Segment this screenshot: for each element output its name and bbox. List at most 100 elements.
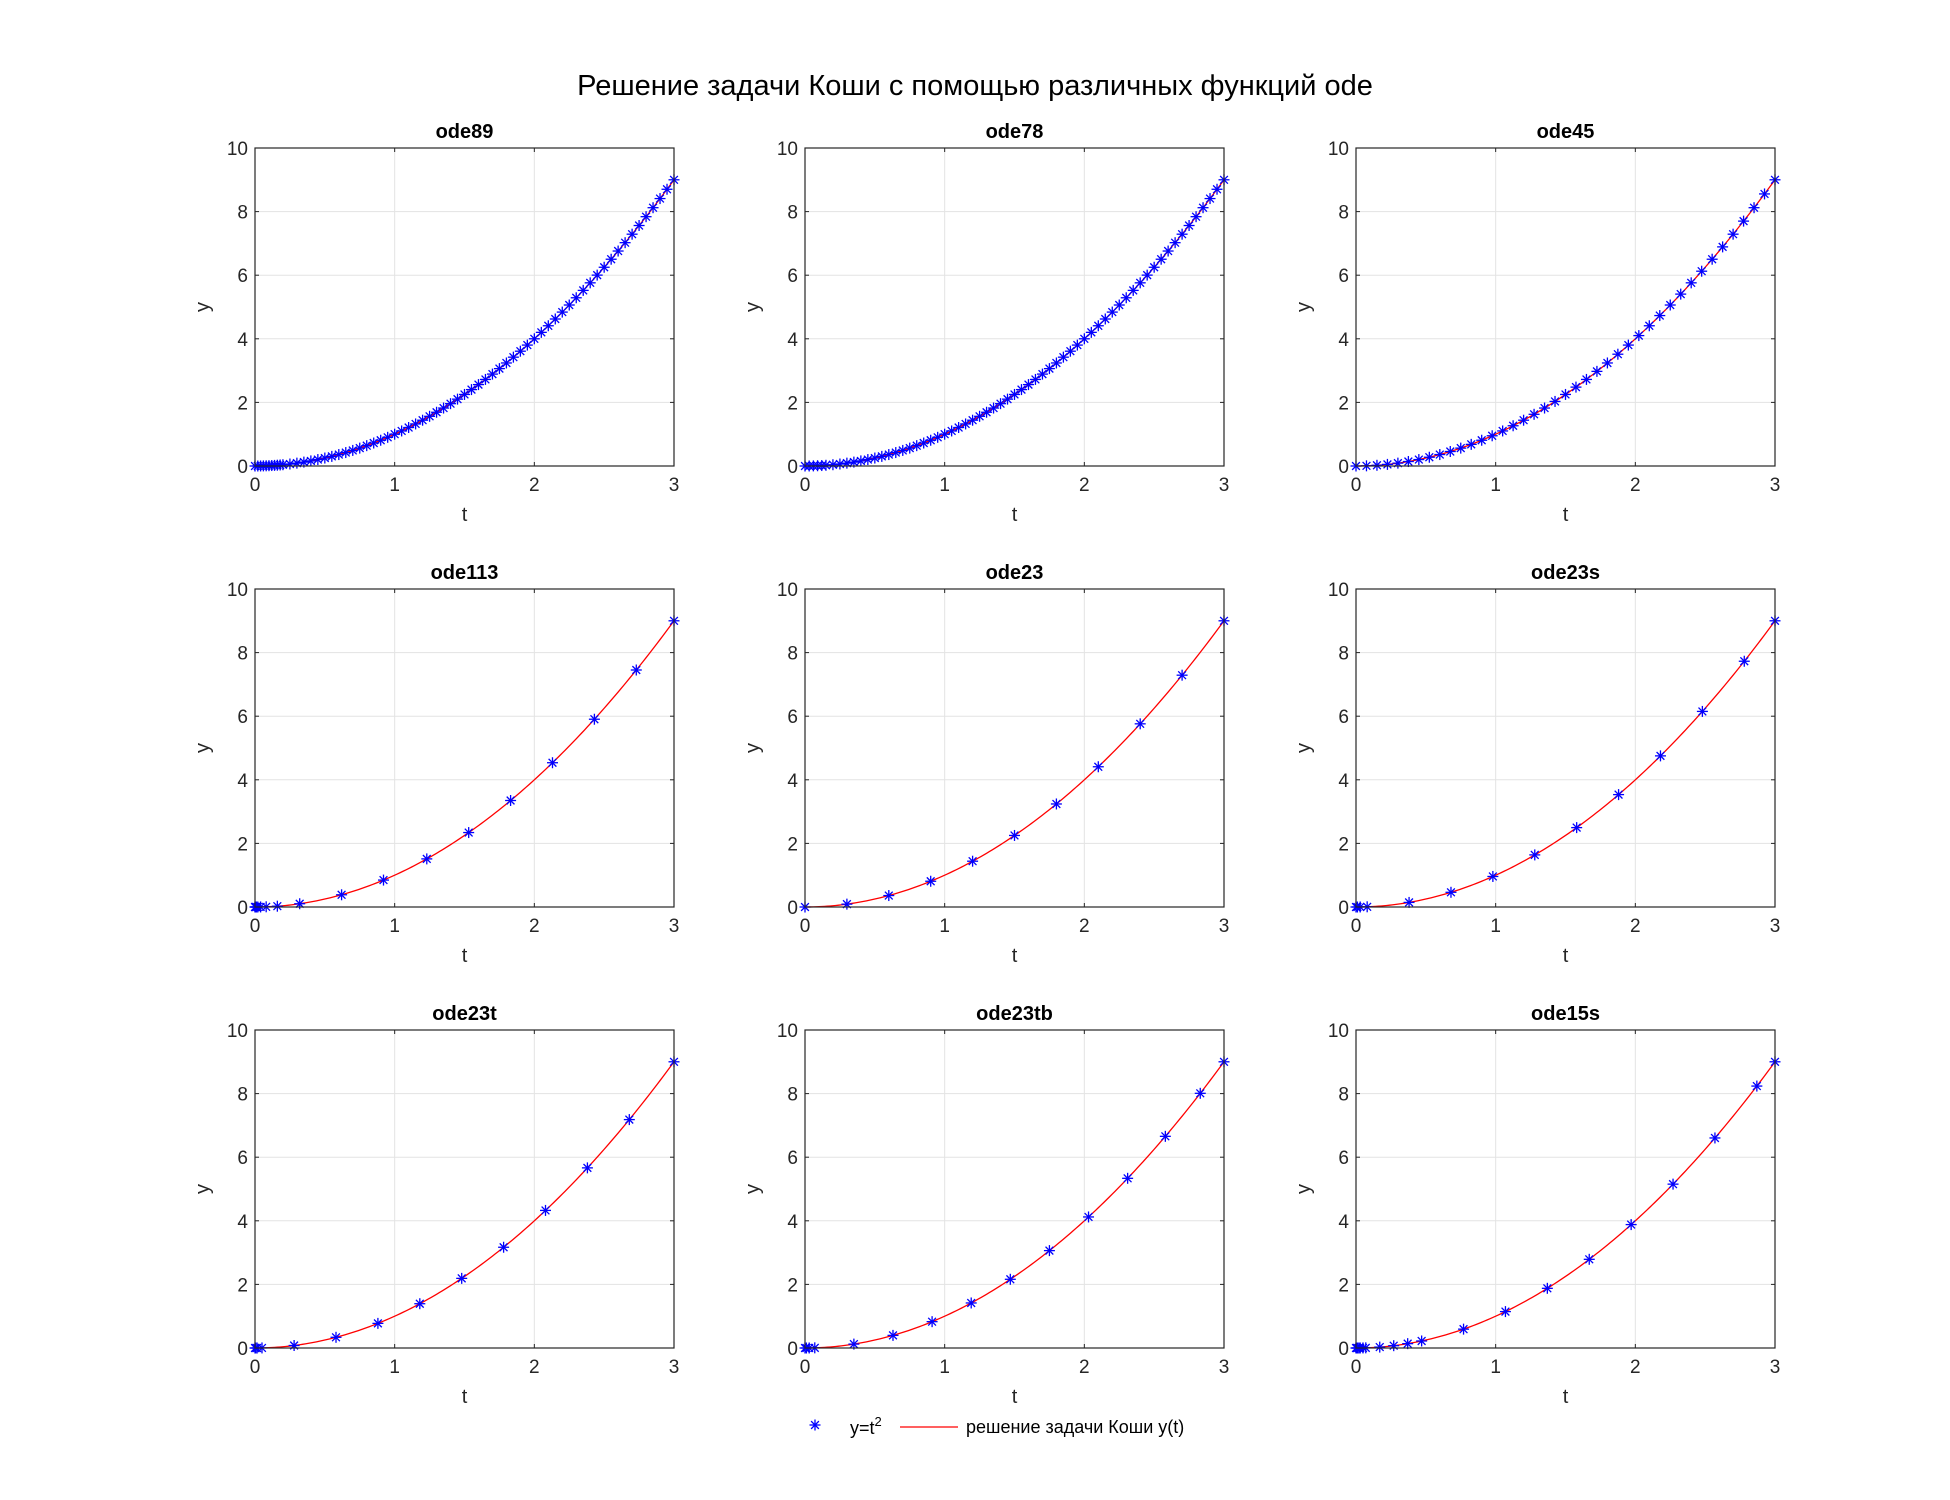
data-point [995,398,1007,410]
data-point [546,757,558,769]
axes-box [804,147,1225,467]
y-axis-label: y [742,743,764,753]
data-point [424,410,436,422]
x-tick-label: 0 [250,475,261,496]
data-point [1374,1341,1386,1353]
series-line-solution [1355,1061,1776,1349]
data-point [988,402,1000,414]
subplot-title: ode23t [432,1003,497,1025]
data-point [1476,434,1488,446]
y-tick-label: 10 [1328,580,1349,601]
subplot-title: ode45 [1537,121,1595,143]
axes-box [1355,588,1776,908]
data-point [1507,420,1519,432]
data-point [1057,351,1069,363]
data-point [640,211,652,223]
y-tick-label: 4 [787,1212,798,1233]
x-axis-label: t [1563,945,1569,967]
subplot-title: ode23tb [976,1003,1053,1025]
x-tick-label: 1 [939,916,950,937]
data-point [459,388,470,400]
y-tick-label: 10 [1328,139,1349,160]
y-tick-label: 2 [787,393,798,414]
data-point [1727,228,1739,240]
data-point [563,299,575,311]
data-point [588,713,600,725]
x-tick-label: 3 [1770,475,1781,496]
data-point [1416,1335,1428,1347]
data-point [479,373,491,385]
data-point [630,664,642,676]
subplot-ode45: 0 1 2 3 0 2 4 6 8 10 t y ode45 [1293,121,1781,526]
x-tick-label: 2 [1630,916,1641,937]
x-axis-label: t [1012,945,1018,967]
data-point [1183,220,1195,232]
plot-area [805,589,1224,907]
data-point [841,898,853,910]
axes-box [804,588,1225,908]
data-point [1155,253,1167,265]
data-point [556,306,568,318]
data-point [498,1241,510,1253]
subplot-ode23tb: 0 1 2 3 0 2 4 6 8 10 t y ode23tb [742,1003,1230,1408]
x-tick-label: 2 [1630,475,1641,496]
series-line-solution [254,620,675,908]
data-point [1518,414,1530,426]
data-point [1071,339,1083,351]
y-tick-label: 0 [1338,898,1349,919]
data-point [1528,408,1540,420]
legend-marker-glyph [809,1419,821,1431]
data-point [1015,384,1027,396]
y-tick-label: 2 [237,1275,248,1296]
data-point [431,406,443,418]
data-point [1371,459,1383,471]
data-point [542,320,554,332]
data-point [298,456,310,468]
data-point [1444,446,1456,458]
data-point [1583,1253,1595,1265]
data-point [305,455,317,467]
data-point [939,428,951,440]
x-tick-label: 3 [1770,916,1781,937]
y-tick-label: 8 [1338,1085,1349,1106]
y-tick-label: 6 [1338,266,1349,287]
plot-area [1356,148,1775,466]
y-tick-label: 8 [787,644,798,665]
subplot-title: ode78 [986,121,1044,143]
y-tick-label: 6 [1338,707,1349,728]
subplot-ode15s: 0 1 2 3 0 2 4 6 8 10 t y ode15s [1293,1003,1781,1408]
data-point [540,1204,552,1216]
data-point [1445,886,1457,898]
data-point [1625,1219,1637,1231]
y-axis-label: y [192,302,214,312]
axes-box [254,147,675,467]
y-tick-label: 6 [1338,1148,1349,1169]
y-tick-label: 2 [237,834,248,855]
data-point [463,827,475,839]
data-point [284,458,296,470]
y-axis-label: y [742,302,764,312]
data-point [1486,430,1498,442]
data-point [372,1317,384,1329]
data-point [1759,188,1771,200]
y-tick-label: 10 [1328,1021,1349,1042]
data-point [1667,1178,1679,1190]
data-point [1036,368,1048,380]
data-point [271,900,283,912]
data-point [1176,669,1188,681]
x-tick-label: 0 [250,916,261,937]
data-point [456,1272,468,1284]
x-tick-label: 0 [800,475,811,496]
x-tick-label: 0 [1351,1357,1362,1378]
data-point [288,1340,300,1352]
y-tick-label: 4 [787,771,798,792]
data-point [1099,313,1111,325]
data-point [1465,438,1477,450]
data-point [1643,320,1655,332]
data-point [926,1316,938,1328]
data-point [333,449,345,461]
data-point [1159,1130,1171,1142]
legend-marker-asterisk [809,1419,821,1431]
data-point [414,1298,426,1310]
y-tick-label: 10 [777,139,798,160]
